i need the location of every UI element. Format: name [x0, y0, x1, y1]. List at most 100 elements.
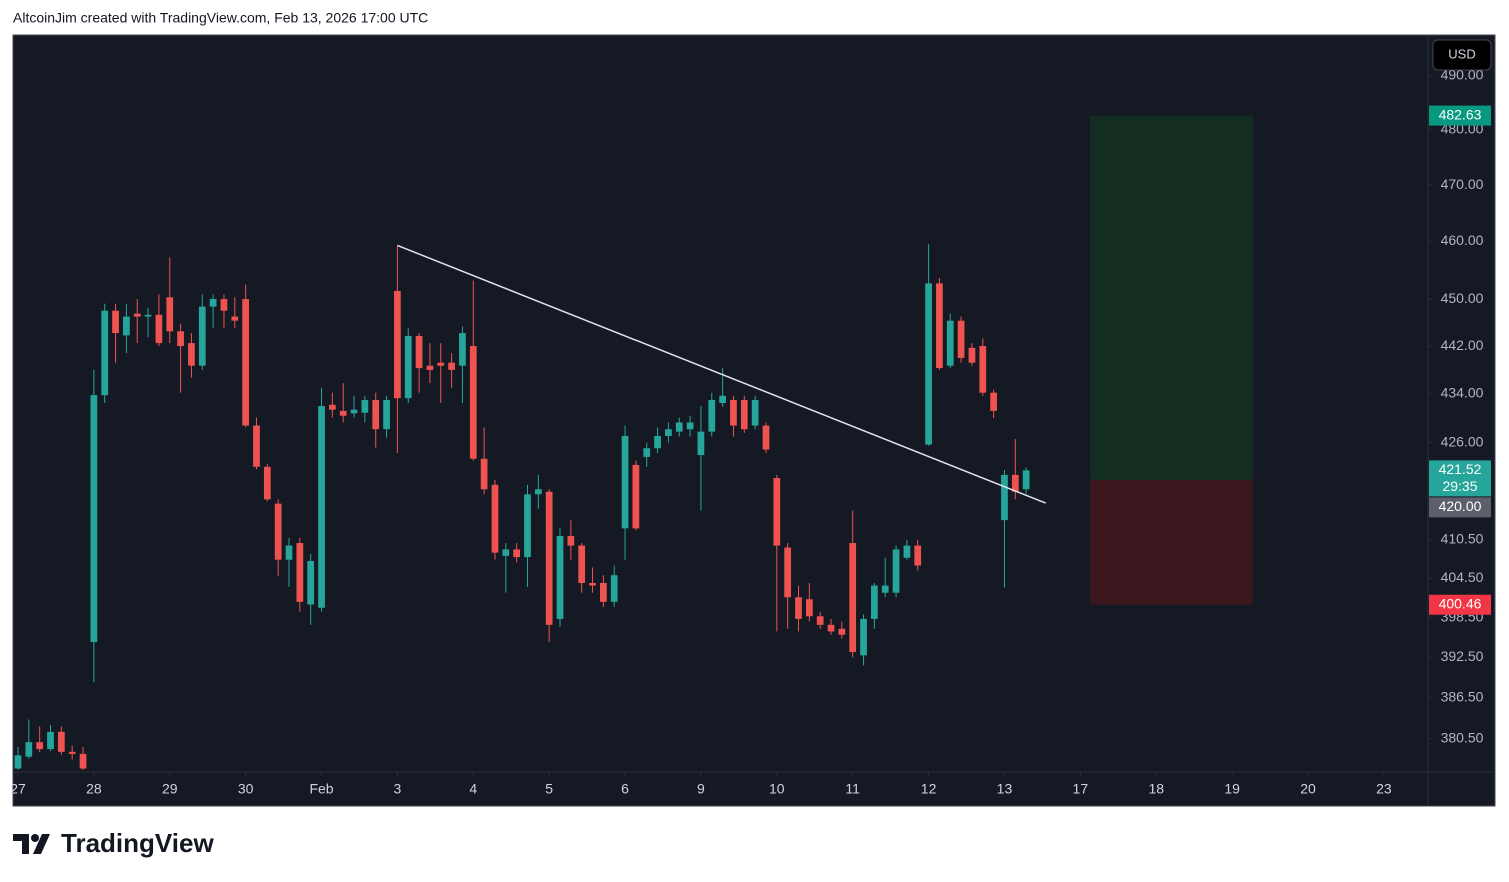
candle-body [469, 346, 477, 459]
price-label: 421.52 [1439, 461, 1482, 477]
candle-body [47, 731, 54, 750]
currency-box[interactable] [1432, 39, 1492, 71]
candle-body [578, 545, 586, 583]
plot-area [14, 115, 1253, 770]
currency-label[interactable]: USD [1448, 46, 1475, 61]
candle-body [318, 406, 325, 608]
candle-body [480, 458, 488, 490]
candle-body [665, 429, 672, 436]
candle-body [805, 599, 813, 617]
candle-body [57, 731, 65, 752]
y-tick-label: 490.00 [1441, 67, 1484, 83]
candle-body [361, 399, 369, 413]
candle-body [307, 560, 315, 605]
x-tick-label: 20 [1300, 781, 1316, 797]
x-tick-label: Feb [309, 781, 333, 797]
candle-body [751, 399, 759, 426]
x-tick-label: 12 [921, 781, 937, 797]
price-label-box [1429, 594, 1491, 615]
x-tick-label: 5 [545, 781, 553, 797]
candle-body [556, 536, 564, 619]
candle-body [253, 425, 260, 467]
x-tick-label: 30 [238, 781, 254, 797]
candle-body [1011, 474, 1019, 492]
candle-body [231, 316, 239, 321]
logo-mark [31, 834, 39, 842]
y-tick-label: 434.00 [1441, 385, 1484, 401]
candle-body [708, 399, 716, 432]
x-tick-label: 27 [10, 781, 26, 797]
candle-body [914, 545, 922, 566]
candle-body [372, 399, 380, 430]
candle-body [1001, 474, 1008, 521]
candle-body [491, 484, 499, 553]
price-label-box [1429, 497, 1491, 518]
candle-body [892, 549, 900, 593]
y-tick-label: 470.00 [1441, 176, 1484, 192]
candle-body [79, 753, 87, 769]
candle-body [68, 751, 76, 754]
candle-body [459, 333, 466, 366]
candle-body [448, 362, 455, 370]
x-tick-label: 10 [769, 781, 785, 797]
candle-body [784, 547, 792, 598]
price-label: 482.63 [1439, 106, 1482, 122]
candle-body [513, 549, 521, 558]
candle-body [762, 425, 770, 450]
x-tick-label: 28 [86, 781, 102, 797]
candle-body [350, 409, 358, 414]
candle-body [979, 346, 987, 393]
candle-body [534, 489, 542, 495]
price-label-box [1429, 105, 1491, 126]
candle-body [285, 545, 293, 560]
candle-body [328, 404, 336, 410]
candle-body [697, 431, 705, 456]
axes: 490.00480.00470.00460.00450.00442.00434.… [10, 67, 1491, 797]
price-label: 400.46 [1439, 595, 1482, 611]
candle-body [415, 336, 423, 369]
candle-body [849, 543, 857, 653]
candle-body [177, 331, 184, 347]
candle-body [404, 336, 412, 399]
candle-body [112, 310, 119, 334]
x-tick-label: 6 [621, 781, 629, 797]
candle-body [545, 491, 553, 625]
candle-body [90, 395, 98, 643]
candle-body [957, 320, 965, 358]
candle-body [990, 392, 997, 411]
price-label: 420.00 [1439, 498, 1482, 514]
candle-body [795, 597, 802, 619]
candle-body [589, 582, 596, 586]
candle-body [860, 618, 867, 656]
candle-body [827, 624, 835, 632]
candle-body [719, 395, 726, 404]
y-tick-label: 380.50 [1441, 729, 1484, 745]
brand-name: TradingView [61, 828, 214, 858]
candle-body [621, 435, 629, 529]
position-loss-zone [1090, 479, 1253, 605]
x-tick-label: 18 [1148, 781, 1164, 797]
candle-body [925, 283, 932, 445]
candle-body [155, 314, 163, 344]
candle-body [263, 466, 271, 500]
x-tick-label: 4 [469, 781, 477, 797]
candle-body [188, 343, 195, 366]
candle-body [968, 347, 976, 363]
logo-mark [33, 834, 50, 854]
candle-body [198, 306, 206, 366]
candle-body [25, 742, 33, 757]
candle-body [686, 422, 694, 430]
x-tick-label: 23 [1376, 781, 1392, 797]
candle-body [600, 582, 607, 602]
candle-body [220, 299, 228, 311]
candle-body [36, 742, 44, 750]
y-tick-label: 460.00 [1441, 232, 1484, 248]
chart-title: AltcoinJim created with TradingView.com,… [13, 10, 428, 26]
y-tick-label: 386.50 [1441, 688, 1484, 704]
candle-body [524, 494, 531, 558]
candle-body [643, 448, 651, 457]
candle-body [838, 628, 846, 635]
candle-body [144, 314, 152, 317]
